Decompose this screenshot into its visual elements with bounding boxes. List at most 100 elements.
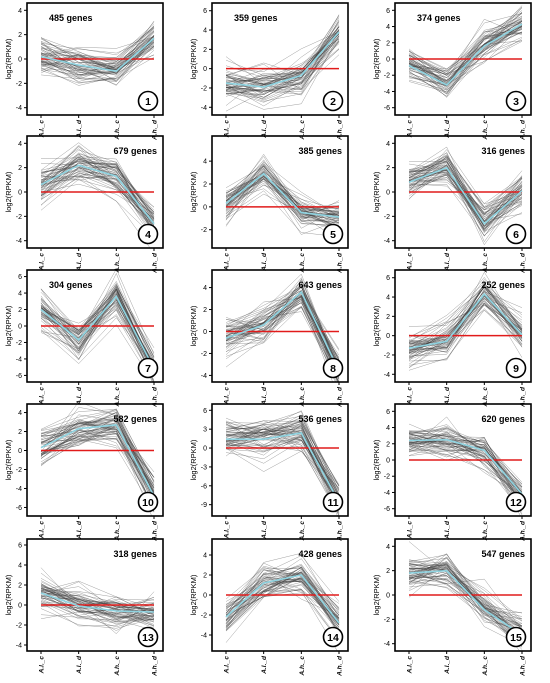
y-axis-label: log2(RPKM) (372, 439, 381, 480)
y-tick-label: 0 (386, 593, 390, 600)
y-tick-label: 0 (203, 593, 207, 600)
cluster-number-label: 3 (513, 96, 519, 108)
y-axis-label: log2(RPKM) (189, 171, 198, 212)
x-tick-label: A.l._c (39, 387, 46, 406)
x-tick-label: A.l._d (444, 655, 451, 675)
y-tick-label: 2 (18, 307, 22, 314)
gene-profile-line (408, 184, 523, 236)
x-tick-label: A.h._c (114, 521, 121, 542)
x-tick-label: A.h._d (520, 252, 527, 274)
gene-profile-line (408, 446, 523, 514)
x-tick-label: A.h._c (114, 253, 121, 274)
gene-profile-line (408, 556, 523, 620)
gene-profile-line (40, 156, 155, 213)
y-tick-label: 0 (18, 603, 22, 610)
y-tick-label: -2 (16, 340, 22, 347)
x-tick-label: A.h._d (152, 386, 159, 408)
gene-profile-line (225, 448, 340, 498)
cluster-number-label: 14 (327, 632, 339, 644)
cluster-panel: -4 -2 0 2 4 6 log2(RPKM) A.l._c A.l._d A.h._c A.h.… (189, 2, 349, 141)
gene-profile-line (225, 302, 339, 382)
gene-profile-line (225, 416, 340, 487)
gene-profile-line (408, 436, 523, 494)
panel-frame (394, 269, 532, 383)
gene-profile-line (225, 165, 340, 213)
gene-profile-line (40, 409, 155, 482)
gene-profile-line (225, 414, 340, 492)
gene-profile-line (225, 422, 340, 502)
y-tick-label: 4 (203, 159, 207, 166)
x-tick-label: A.l._c (224, 521, 231, 540)
gene-profile-line (225, 24, 340, 93)
gene-profile-line (40, 54, 155, 74)
y-tick-label: 2 (18, 429, 22, 436)
centroid-line (40, 37, 155, 73)
gene-profile-line (40, 426, 155, 505)
gene-profile-line (408, 19, 523, 82)
gene-profile-line (40, 595, 155, 621)
gene-profile-line (408, 25, 523, 93)
gene-profile-line (408, 20, 523, 76)
panel-frame (211, 2, 349, 116)
gene-profile-line (408, 443, 523, 509)
gene-profile-line (40, 36, 155, 56)
gene-count-label: 318 genes (113, 549, 157, 559)
cluster-number-badge (137, 357, 159, 379)
cluster-number-label: 8 (330, 363, 336, 375)
gene-profile-line (40, 438, 155, 488)
gene-profile-line (408, 295, 523, 344)
gene-profile-line (408, 437, 523, 494)
y-tick-label: -4 (384, 490, 390, 497)
y-tick-label: 4 (386, 544, 390, 551)
gene-profile-line (225, 37, 340, 107)
y-axis-label: log2(RPKM) (372, 574, 381, 615)
x-tick-label: A.l._d (261, 386, 268, 406)
x-tick-label: A.l._d (261, 119, 268, 139)
centroid-line (40, 424, 155, 497)
cluster-panel: -9 -6 -3 0 3 6 log2(RPKM) A.l._c A.l._d A.h._c A.h… (189, 403, 349, 542)
x-tick-label: A.h._d (337, 252, 344, 274)
gene-profile-line (40, 415, 155, 512)
gene-profile-line (225, 166, 340, 213)
y-tick-label: -2 (384, 617, 390, 624)
gene-profile-line (408, 572, 523, 646)
y-tick-label: -6 (16, 505, 22, 512)
gene-profile-line (225, 283, 340, 361)
gene-profile-line (225, 552, 340, 619)
gene-profile-line (408, 24, 523, 85)
gene-profile-line (225, 190, 340, 238)
y-tick-label: 2 (18, 32, 22, 39)
gene-profile-line (225, 419, 340, 504)
centroid-line (225, 574, 340, 624)
gene-profile-line (225, 431, 340, 486)
gene-profile-line (408, 564, 523, 622)
y-tick-label: -4 (16, 486, 22, 493)
cluster-number-badge (137, 491, 159, 513)
gene-count-label: 547 genes (481, 549, 525, 559)
y-axis-label: log2(RPKM) (4, 439, 13, 480)
x-tick-label: A.h._c (299, 120, 306, 141)
y-tick-label: 0 (386, 333, 390, 340)
gene-profile-line (225, 49, 340, 112)
x-tick-label: A.h._d (520, 520, 527, 542)
gene-profile-line (225, 417, 340, 495)
x-tick-label: A.l._d (76, 520, 83, 540)
gene-profile-line (40, 174, 155, 222)
x-tick-label: A.h._c (482, 521, 489, 542)
gene-profile-line (225, 435, 340, 503)
y-tick-label: 6 (18, 543, 22, 550)
gene-profile-line (225, 421, 340, 498)
gene-count-label: 374 genes (417, 13, 461, 23)
x-tick-label: A.l._c (224, 120, 231, 139)
y-tick-label: 2 (386, 40, 390, 47)
y-axis-label: log2(RPKM) (189, 574, 198, 615)
panel-frame (211, 403, 349, 517)
gene-count-label: 679 genes (113, 146, 157, 156)
x-tick-label: A.l._c (407, 387, 414, 406)
gene-profile-line (40, 144, 155, 230)
y-tick-label: 4 (18, 291, 22, 298)
y-tick-label: -4 (201, 633, 207, 640)
x-tick-label: A.l._c (39, 521, 46, 540)
gene-profile-line (40, 167, 155, 223)
x-tick-label: A.h._c (114, 120, 121, 141)
